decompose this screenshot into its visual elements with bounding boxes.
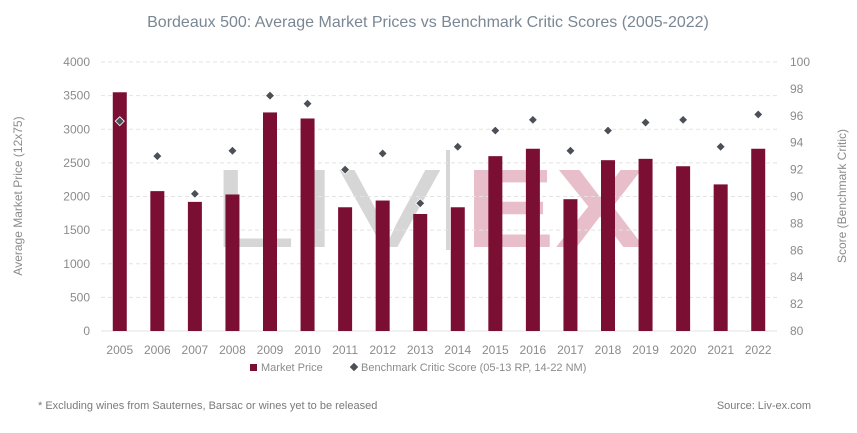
grid-lines [101,61,777,332]
bar-2019 [638,158,653,331]
score-marker-2018 [602,125,614,136]
y-axis-left-ticks: 0 500 1000 1500 2000 2500 3000 3500 4000 [63,55,90,338]
legend-swatch-market-price [250,364,257,371]
legend-label-market-price: Market Price [261,362,323,374]
score-marker-2014 [452,141,463,152]
y-left-tick-label: 1000 [63,257,90,271]
legend: Market Price Benchmark Critic Score (05-… [250,362,586,374]
x-tick-label: 2006 [144,343,171,357]
x-tick-label: 2012 [369,343,396,357]
score-marker-2017 [565,145,576,156]
x-tick-label: 2007 [182,343,209,357]
bar-2011 [338,207,353,331]
score-marker-2013 [415,198,426,209]
bar-2009 [263,112,277,331]
legend-label-critic-score: Benchmark Critic Score (05-13 RP, 14-22 … [361,362,586,374]
y-left-tick-label: 1500 [63,223,90,237]
y-left-tick-label: 3500 [63,89,90,103]
y-left-tick-label: 4000 [63,55,90,69]
bar-2016 [525,148,540,331]
bar-2012 [375,200,390,331]
y-right-tick-label: 94 [790,136,804,150]
x-tick-label: 2010 [294,343,321,357]
watermark-divider [446,150,450,250]
score-marker-2006 [152,151,163,162]
x-tick-label: 2005 [106,343,133,357]
bar-2010 [300,118,315,332]
x-tick-label: 2016 [520,343,547,357]
score-marker-2009 [264,90,276,101]
bar-2005 [112,92,127,331]
marker-series [114,90,764,209]
y-right-tick-label: 80 [790,324,804,338]
y-left-tick-label: 500 [70,290,90,304]
bar-2018 [601,160,615,331]
x-tick-label: 2017 [557,343,584,357]
source-note: Source: Liv-ex.com [716,400,811,412]
score-marker-2010 [302,98,313,109]
bar-2022 [751,148,766,331]
y-right-tick-label: 88 [790,216,804,230]
x-tick-label: 2013 [407,343,434,357]
x-tick-label: 2011 [332,343,358,357]
x-tick-label: 2019 [632,343,659,357]
score-marker-2022 [753,109,764,120]
chart-title: Bordeaux 500: Average Market Prices vs B… [147,14,709,31]
y-left-tick-label: 3000 [63,122,90,136]
x-tick-label: 2022 [745,343,772,357]
bar-2020 [676,166,691,331]
score-marker-2007 [189,188,200,199]
x-tick-label: 2020 [670,343,697,357]
score-marker-2016 [527,114,538,125]
bar-2021 [713,184,728,331]
y-axis-right-ticks: 80 82 84 86 88 90 92 94 96 98 100 [790,55,810,338]
score-marker-2015 [490,125,501,136]
y-right-tick-label: 82 [790,297,804,311]
x-tick-label: 2015 [482,343,509,357]
y-axis-left-label: Average Market Price (12x75) [11,116,25,275]
score-marker-2011 [340,164,351,175]
x-tick-label: 2014 [444,343,471,357]
score-marker-2012 [377,148,388,159]
x-tick-label: 2008 [219,343,246,357]
score-marker-2005 [114,116,125,127]
y-right-tick-label: 96 [790,109,804,123]
x-tick-label: 2021 [707,343,734,357]
bar-2006 [150,191,165,331]
y-right-tick-label: 98 [790,82,804,96]
y-left-tick-label: 2500 [63,156,90,170]
score-marker-2008 [227,145,238,156]
footnote: * Excluding wines from Sauternes, Barsac… [38,400,378,412]
y-right-tick-label: 86 [790,243,804,257]
bar-series [112,92,766,332]
x-tick-label: 2018 [595,343,622,357]
bar-2014 [450,207,465,331]
x-tick-label: 2009 [257,343,284,357]
score-marker-2019 [640,117,651,128]
y-right-tick-label: 100 [790,55,810,69]
y-axis-right-label: Score (Benchmark Critic) [835,129,849,263]
x-axis-ticks: 2005 2006 2007 2008 2009 2010 2011 2012 2013 2014… [106,343,771,357]
legend-swatch-critic-score [349,362,359,372]
watermark-left: LIV [211,146,441,271]
bar-2007 [187,201,202,331]
y-right-tick-label: 92 [790,163,804,177]
score-marker-2020 [678,114,689,125]
y-left-tick-label: 2000 [63,190,90,204]
score-marker-2021 [715,141,726,152]
bar-2017 [563,199,578,331]
y-left-tick-label: 0 [83,324,90,338]
y-right-tick-label: 84 [790,270,804,284]
y-right-tick-label: 90 [790,190,804,204]
bar-2015 [488,156,503,331]
bar-2013 [413,213,428,331]
bar-2008 [225,194,240,331]
